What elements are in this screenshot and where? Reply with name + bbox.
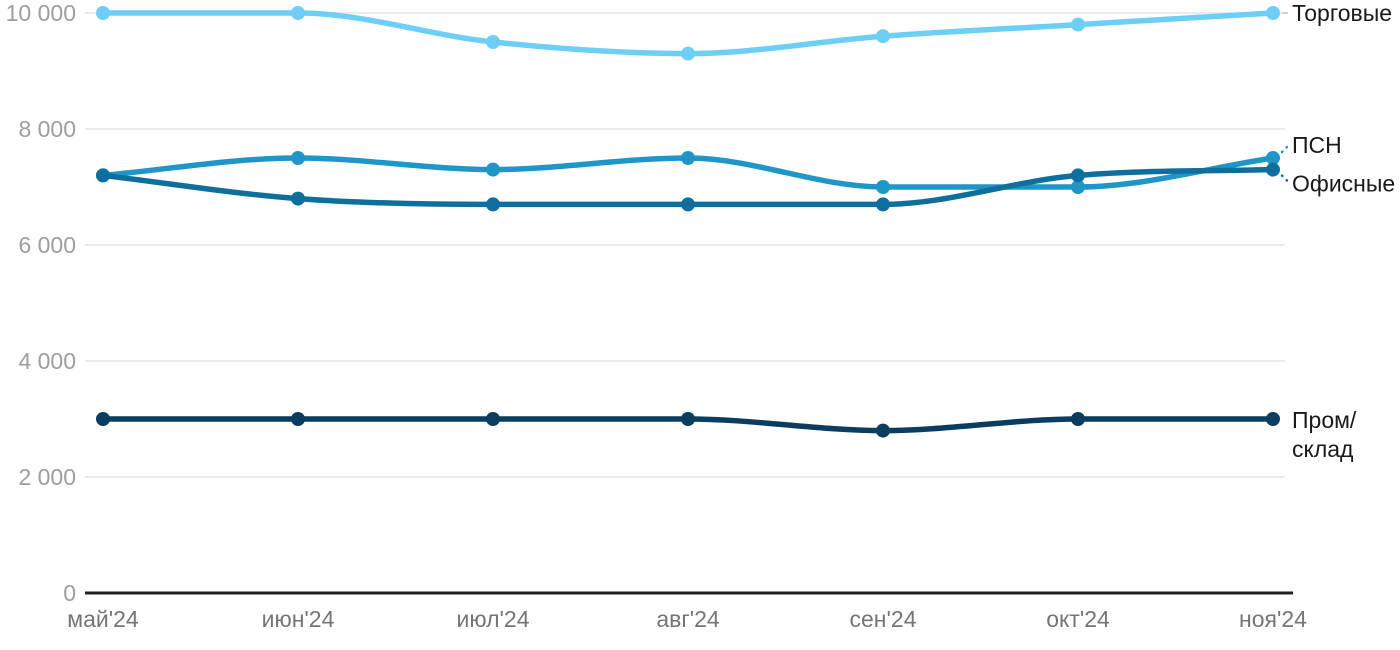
data-point-Офисные (681, 197, 695, 212)
data-point-ПСН (681, 151, 695, 165)
data-point-Торговые (876, 29, 890, 44)
label-connector-ПСН (1280, 142, 1292, 154)
x-axis-tick-label: авг'24 (656, 606, 720, 632)
data-point-ПСН (1071, 180, 1085, 194)
data-point-Офисные (1071, 168, 1085, 183)
data-point-Офисные (291, 191, 305, 206)
y-axis-tick-label: 6 000 (18, 232, 76, 258)
data-point-Пром/склад (876, 423, 890, 438)
y-axis-tick-label: 10 000 (6, 0, 76, 26)
data-point-ПСН (1266, 151, 1280, 165)
data-point-Пром/склад (1266, 412, 1280, 426)
x-axis-tick-label: июл'24 (457, 606, 530, 632)
data-point-Торговые (291, 6, 305, 20)
data-point-Пром/склад (486, 412, 500, 426)
data-point-Пром/склад (681, 412, 695, 426)
data-point-Торговые (1266, 6, 1280, 20)
data-point-Торговые (96, 6, 110, 20)
data-point-Пром/склад (1071, 412, 1085, 426)
y-axis-tick-label: 2 000 (18, 464, 76, 490)
data-point-ПСН (291, 151, 305, 165)
y-axis-tick-label: 0 (63, 580, 76, 606)
data-point-ПСН (876, 180, 890, 194)
x-axis-tick-label: июн'24 (262, 606, 335, 632)
y-axis-tick-label: 8 000 (18, 116, 76, 142)
data-point-Офисные (486, 197, 500, 212)
series-end-label-Торговые: Торговые (1292, 0, 1392, 26)
data-point-Торговые (486, 35, 500, 49)
data-point-Торговые (1071, 17, 1085, 32)
data-point-Пром/склад (291, 412, 305, 426)
series-end-label-Пром/склад: Пром/ (1292, 407, 1357, 433)
data-point-Офисные (876, 197, 890, 212)
data-point-Офисные (96, 168, 110, 183)
y-axis-tick-label: 4 000 (18, 348, 76, 374)
data-point-Торговые (681, 46, 695, 61)
x-axis-tick-label: май'24 (67, 606, 139, 632)
x-axis-tick-label: сен'24 (850, 606, 917, 632)
series-end-label-ПСН: ПСН (1292, 132, 1342, 158)
x-axis-tick-label: ноя'24 (1239, 606, 1307, 632)
data-point-Пром/склад (96, 412, 110, 426)
data-point-Офисные (1266, 162, 1280, 177)
series-end-label-Пром/склад: склад (1292, 436, 1354, 462)
label-connector-Офисные (1280, 174, 1292, 185)
data-point-ПСН (486, 162, 500, 177)
series-end-label-Офисные: Офисные (1292, 171, 1395, 197)
x-axis-tick-label: окт'24 (1046, 606, 1110, 632)
